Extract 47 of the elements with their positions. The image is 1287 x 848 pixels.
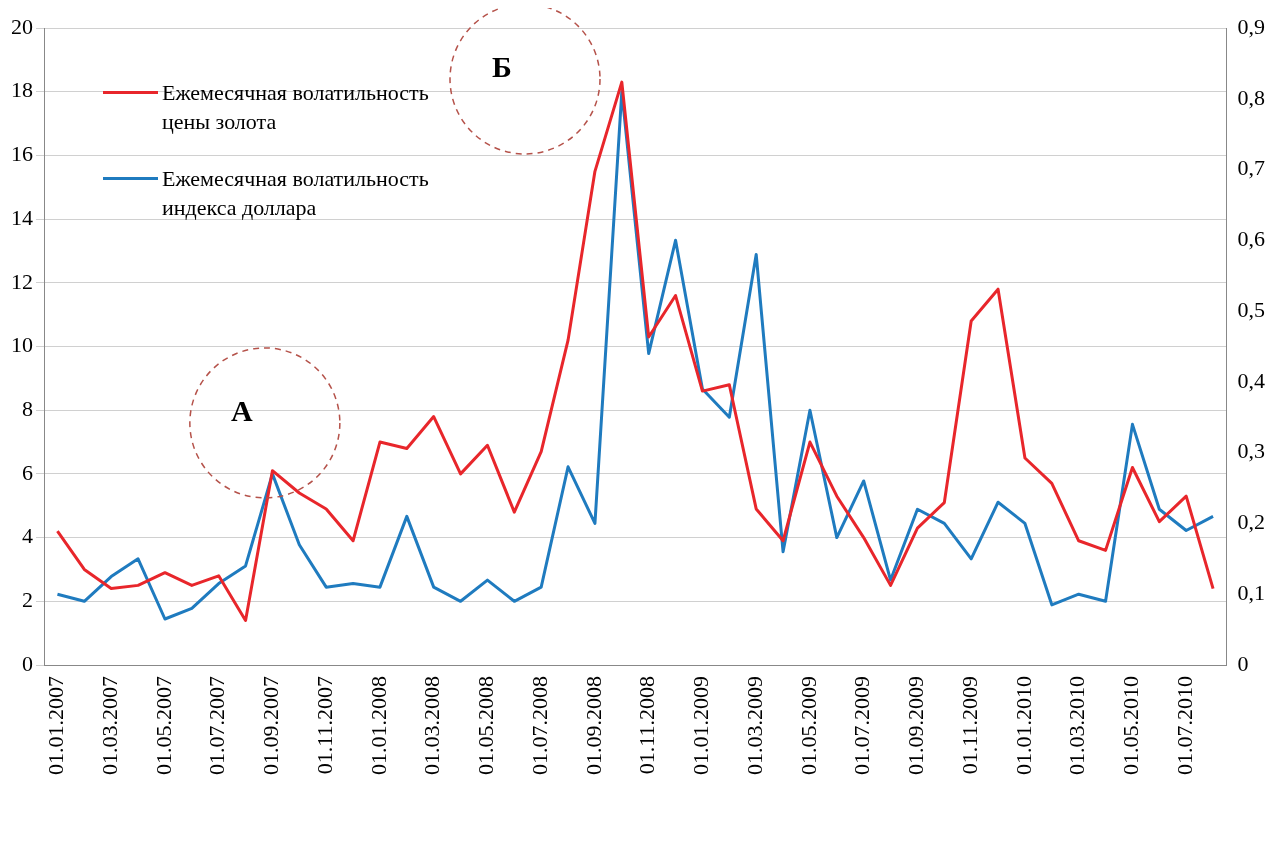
y2-tick-label: 0,5	[1237, 296, 1265, 322]
x-tick-label: 01.07.2010	[1171, 676, 1197, 775]
x-tick-label: 01.09.2008	[580, 676, 606, 775]
y-tick-label: 0	[22, 650, 33, 676]
x-tick-label: 01.01.2008	[365, 676, 391, 775]
x-tick-label: 01.07.2007	[204, 676, 230, 775]
x-tick-label: 01.05.2007	[150, 676, 176, 775]
y-tick-label: 16	[11, 141, 33, 167]
y2-tick-label: 0,2	[1237, 509, 1265, 535]
legend-label: Ежемесячная волатильность цены золота	[162, 79, 430, 136]
y2-tick-label: 0,8	[1237, 84, 1265, 110]
y2-tick-label: 0,6	[1237, 226, 1265, 252]
y-tick-label: 4	[22, 523, 33, 549]
y-tick-label: 20	[11, 13, 33, 39]
x-tick-label: 01.05.2009	[795, 676, 821, 775]
y-tick-label: 8	[22, 395, 33, 421]
x-tick-label: 01.03.2008	[419, 676, 445, 775]
x-tick-label: 01.01.2009	[688, 676, 714, 775]
y2-tick-label: 0,9	[1237, 13, 1265, 39]
y-tick-label: 14	[11, 204, 33, 230]
x-tick-label: 01.09.2007	[258, 676, 284, 775]
y-tick-label: 10	[11, 332, 33, 358]
legend-label: Ежемесячная волатильность индекса доллара	[162, 165, 430, 222]
y-tick-label: 12	[11, 268, 33, 294]
x-tick-label: 01.09.2009	[903, 676, 929, 775]
annotation: А	[231, 393, 254, 427]
y2-tick-label: 0,4	[1237, 367, 1265, 393]
x-tick-label: 01.11.2007	[311, 676, 337, 775]
x-tick-label: 01.01.2010	[1010, 676, 1036, 775]
x-tick-label: 01.07.2009	[849, 676, 875, 775]
y-tick-label: 6	[22, 459, 33, 485]
annotation: Б	[492, 49, 512, 83]
y2-tick-label: 0,7	[1237, 155, 1265, 181]
x-tick-label: 01.11.2009	[956, 676, 982, 775]
x-tick-label: 01.01.2007	[43, 676, 69, 775]
y-tick-label: 18	[11, 77, 33, 103]
x-tick-label: 01.05.2008	[473, 676, 499, 775]
x-tick-label: 01.11.2008	[634, 676, 660, 775]
x-tick-label: 01.03.2007	[96, 676, 122, 775]
y-tick-label: 2	[22, 587, 33, 613]
x-tick-label: 01.03.2010	[1064, 676, 1090, 775]
x-tick-label: 01.05.2010	[1118, 676, 1144, 775]
y2-tick-label: 0,1	[1237, 580, 1265, 605]
x-tick-label: 01.03.2009	[741, 676, 767, 775]
y2-tick-label: 0	[1237, 650, 1249, 676]
y2-tick-label: 0,3	[1237, 438, 1265, 464]
x-tick-label: 01.07.2008	[526, 676, 552, 775]
